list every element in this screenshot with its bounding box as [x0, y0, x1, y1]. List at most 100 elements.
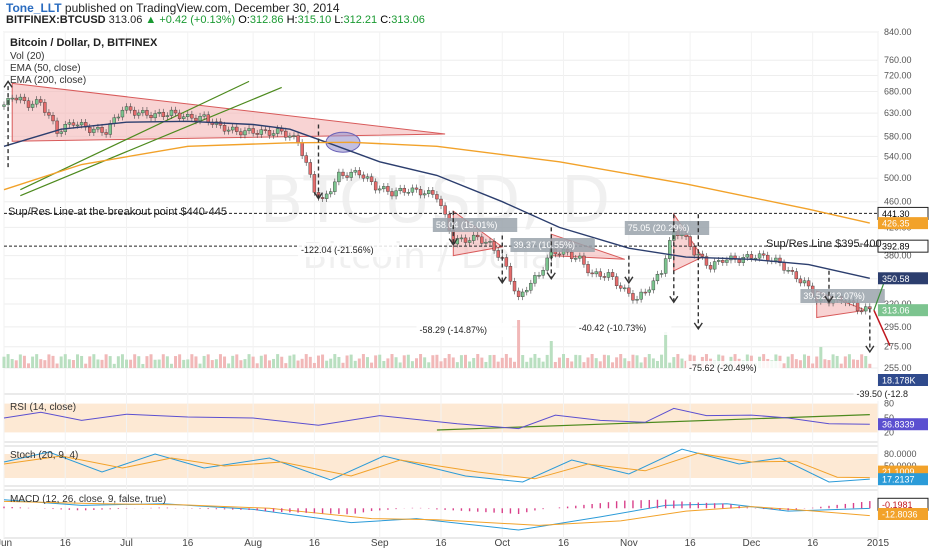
candle-body — [165, 115, 170, 117]
candle-body — [108, 123, 112, 135]
candle-body — [280, 128, 284, 132]
price-change: +0.42 (+0.13%) — [159, 14, 236, 26]
annotation-label: -75.62 (-20.49%) — [689, 363, 757, 373]
x-tick-label: Dec — [742, 538, 760, 549]
price-tag-label: 18.178K — [882, 376, 916, 386]
y-tick-label: 295.00 — [884, 322, 912, 332]
candle-body — [782, 262, 786, 271]
volume-bar — [198, 363, 202, 368]
volume-bar — [341, 362, 345, 368]
price-tag-label: -12.8036 — [882, 510, 918, 520]
volume-bar — [296, 360, 300, 368]
volume-bar — [88, 356, 92, 368]
candle-body — [512, 281, 517, 292]
candle-body — [529, 282, 533, 291]
candle-body — [320, 197, 325, 199]
price-tag-label: 313.06 — [882, 306, 910, 316]
candle-body — [733, 255, 737, 260]
volume-bar — [239, 360, 243, 368]
volume-bar — [794, 359, 798, 368]
volume-bar — [635, 355, 639, 368]
author-link[interactable]: Tone_LLT — [6, 1, 62, 15]
candle-body — [480, 236, 484, 244]
volume-bar — [194, 356, 198, 368]
symbol-label[interactable]: BITFINEX:BTCUSD — [6, 14, 106, 26]
candle-body — [177, 112, 182, 119]
volume-bar — [386, 358, 390, 368]
volume-bar — [553, 361, 557, 368]
last-price: 313.06 — [108, 14, 143, 26]
price-tag — [878, 217, 928, 230]
volume-bar — [455, 362, 459, 368]
volume-bar — [851, 359, 855, 368]
legend-ema50: EMA (50, close) — [10, 63, 81, 74]
volume-bar — [464, 354, 468, 368]
volume-bar — [125, 359, 129, 368]
candle-body — [333, 181, 337, 192]
volume-bar — [562, 354, 566, 368]
volume-bar — [537, 357, 541, 368]
chart-canvas[interactable]: BTCUSD, D Bitcoin / Dollar -122.04 (-21.… — [0, 28, 932, 550]
volume-bar — [104, 354, 108, 368]
volume-bar — [374, 355, 378, 368]
candle-body — [202, 114, 206, 117]
candle-body — [859, 310, 864, 313]
candle-body — [112, 117, 116, 124]
volume-bar — [51, 355, 55, 368]
candle-body — [357, 170, 362, 176]
volume-bar — [325, 360, 329, 368]
arrow-head-icon — [448, 238, 458, 246]
candle-body — [161, 111, 165, 117]
volume-bar — [606, 355, 610, 368]
rsi-tick-label: 50 — [884, 413, 894, 423]
candle-body — [757, 253, 762, 259]
volume-bar — [566, 357, 570, 368]
candle-body — [639, 291, 643, 300]
candle-body — [43, 102, 47, 113]
candle-body — [329, 191, 333, 195]
volume-bar — [782, 363, 786, 368]
volume-bar — [133, 354, 137, 368]
candle-body — [614, 276, 619, 286]
arrow-head-icon — [313, 192, 324, 200]
candle-body — [435, 194, 439, 200]
price-tag-label: 441.30 — [882, 209, 910, 219]
volume-bar — [431, 355, 435, 368]
candle-body — [717, 260, 721, 262]
candle-body — [643, 291, 647, 294]
volume-bar — [145, 356, 149, 368]
chart-header: Tone_LLT published on TradingView.com, D… — [0, 0, 932, 28]
volume-bar — [92, 354, 96, 368]
candle-body — [394, 190, 398, 197]
x-tick-label: Oct — [494, 538, 510, 549]
candle-body — [39, 99, 43, 103]
arrow-head-icon — [3, 80, 13, 88]
volume-bar — [63, 354, 67, 368]
candle-body — [798, 278, 803, 284]
candle-body — [520, 291, 525, 297]
volume-bar — [807, 355, 811, 368]
price-tag — [878, 473, 928, 486]
volume-bar — [116, 356, 120, 368]
volume-bar — [549, 341, 553, 368]
candle-body — [263, 129, 268, 131]
candle-body — [251, 128, 255, 134]
volume-bar — [112, 363, 116, 368]
triangle-pattern — [11, 82, 446, 142]
volume-bar — [819, 347, 823, 368]
volume-bar — [308, 356, 312, 368]
candle-body — [533, 275, 537, 284]
candle-body — [124, 106, 129, 111]
candle-body — [574, 258, 578, 260]
volume-bar — [14, 360, 18, 368]
volume-bar — [76, 354, 80, 368]
volume-bar — [574, 354, 578, 368]
candle-body — [422, 193, 427, 196]
volume-bar — [370, 362, 374, 368]
candle-body — [655, 274, 660, 282]
candle-body — [198, 116, 202, 122]
publish-info: published on TradingView.com, December 3… — [64, 1, 340, 15]
candle-body — [173, 109, 178, 114]
candle-body — [476, 234, 480, 238]
volume-bar — [611, 362, 615, 368]
